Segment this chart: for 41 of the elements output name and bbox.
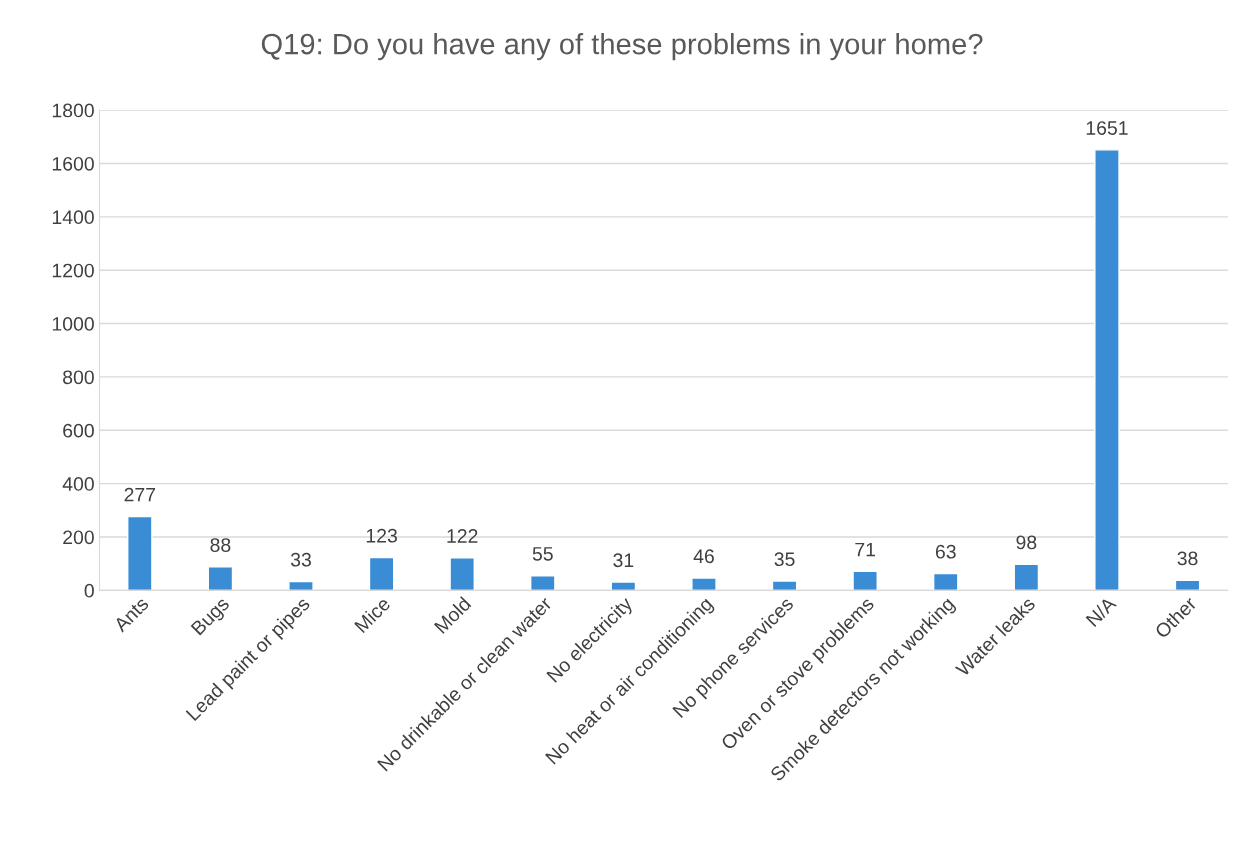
data-label: 55 [532, 547, 553, 561]
bar [1013, 563, 1040, 591]
data-label: 46 [693, 549, 714, 564]
x-tick-label: N/A [1085, 595, 1118, 628]
y-tick-label: 800 [63, 370, 94, 385]
bar [852, 570, 878, 591]
bar [207, 566, 234, 591]
bar [932, 572, 959, 591]
data-label: 33 [290, 552, 311, 567]
data-label: 98 [1016, 535, 1037, 550]
y-tick-label: 1200 [52, 263, 94, 278]
y-tick-label: 1600 [52, 156, 94, 171]
bar [691, 577, 717, 591]
x-tick-label: Mice [353, 595, 392, 634]
data-label: 63 [935, 544, 956, 559]
data-label: 38 [1177, 551, 1198, 566]
bar [449, 557, 475, 591]
bar [127, 515, 153, 591]
bar [1174, 579, 1201, 591]
y-tick-label: 0 [84, 583, 94, 598]
y-tick-label: 400 [62, 477, 94, 491]
data-label: 123 [366, 528, 397, 543]
bar [771, 580, 798, 591]
data-label: 71 [855, 542, 876, 557]
y-tick-label: 600 [63, 423, 94, 438]
bar [368, 556, 395, 591]
data-label: 122 [447, 529, 478, 543]
bar [288, 580, 314, 591]
y-tick-label: 1000 [52, 317, 94, 331]
data-label: 88 [210, 538, 231, 552]
data-label: 1651 [1086, 121, 1128, 135]
bar [529, 574, 556, 591]
bar [610, 581, 637, 591]
y-tick-label: 1400 [52, 210, 94, 225]
y-tick-label: 200 [63, 530, 94, 545]
chart-title: Q19: Do you have any of these problems in your home? [261, 32, 983, 61]
data-label: 31 [613, 553, 634, 568]
bar [1094, 149, 1120, 591]
data-label: 35 [774, 552, 795, 567]
data-label: 277 [124, 487, 156, 502]
y-tick-label: 1800 [52, 103, 94, 118]
